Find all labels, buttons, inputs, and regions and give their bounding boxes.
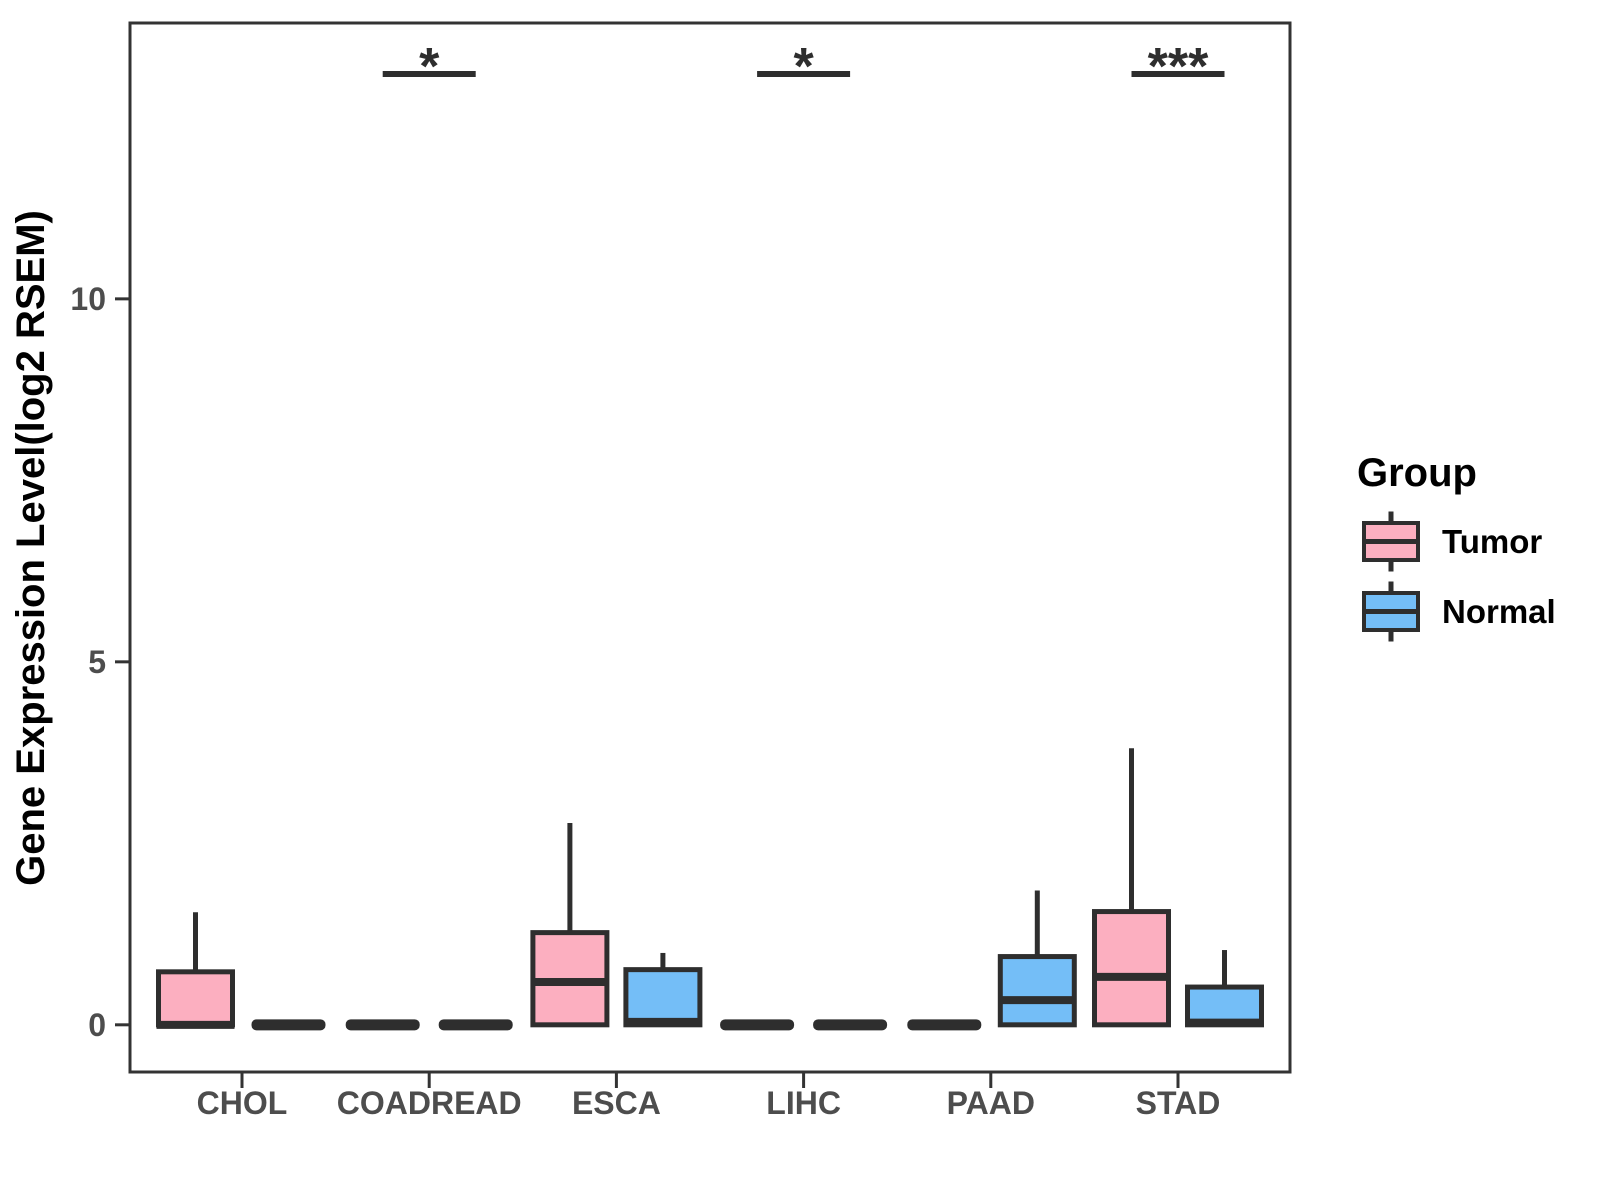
legend-label-tumor: Tumor <box>1442 523 1542 560</box>
box-normal-stad <box>1185 984 1264 1028</box>
y-tick-label: 0 <box>88 1007 106 1043</box>
flat-box-tumor-coadread <box>345 1019 420 1031</box>
sig-stars-STAD: *** <box>1148 38 1209 96</box>
box-normal-esca <box>623 967 703 1028</box>
x-tick-label-LIHC: LIHC <box>766 1085 841 1121</box>
x-tick-label-CHOL: CHOL <box>197 1085 288 1121</box>
flat-box-normal-coadread <box>438 1019 513 1031</box>
legend-label-normal: Normal <box>1442 593 1556 630</box>
box-tumor-stad <box>1092 909 1171 1028</box>
x-tick-label-COADREAD: COADREAD <box>337 1085 522 1121</box>
box-tumor-chol <box>156 969 235 1028</box>
flat-box-tumor-paad <box>907 1019 982 1031</box>
x-tick-label-ESCA: ESCA <box>572 1085 661 1121</box>
legend-title: Group <box>1357 451 1477 495</box>
x-tick-label-PAAD: PAAD <box>947 1085 1035 1121</box>
flat-box-normal-lihc <box>813 1019 888 1031</box>
sig-stars-COADREAD: * <box>419 38 440 96</box>
flat-box-normal-chol <box>251 1019 326 1031</box>
y-tick-label: 5 <box>88 644 106 680</box>
panel-border <box>128 21 1292 1074</box>
sig-stars-LIHC: * <box>793 38 814 96</box>
x-tick-label-STAD: STAD <box>1136 1085 1221 1121</box>
y-tick-label: 10 <box>70 281 106 317</box>
flat-box-tumor-lihc <box>720 1019 795 1031</box>
y-axis-title: Gene Expression Level(log2 RSEM) <box>9 210 53 886</box>
box-normal-paad <box>997 954 1077 1028</box>
